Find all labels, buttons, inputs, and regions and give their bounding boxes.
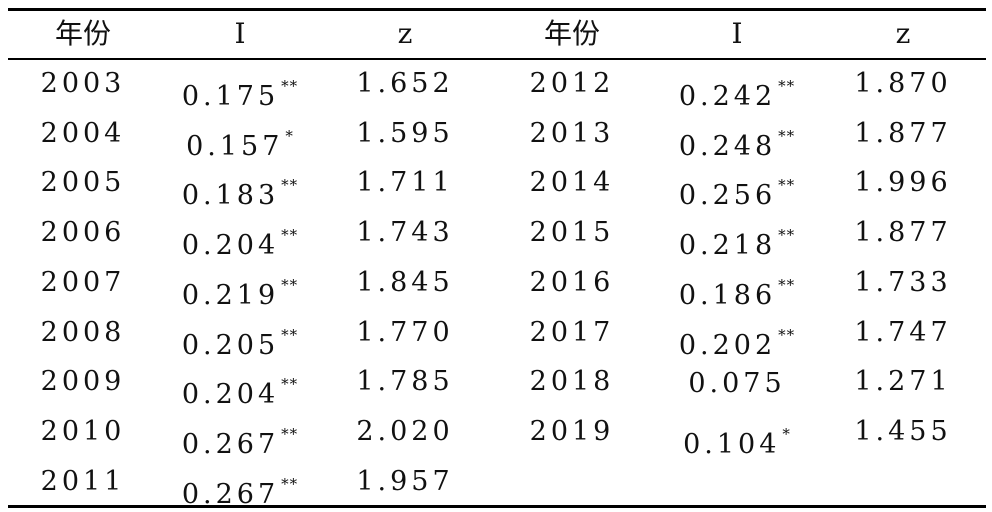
significance: **	[778, 325, 796, 344]
z-cell: 1.595	[356, 117, 454, 149]
year-cell: 2005	[40, 167, 126, 199]
i-value: 0.175	[181, 81, 280, 112]
significance: **	[281, 275, 299, 294]
z-cell: 1.877	[854, 117, 952, 149]
year-cell: 2008	[40, 316, 126, 348]
z-cell: 1.455	[854, 415, 952, 447]
z-cell: 1.845	[356, 266, 454, 298]
significance: **	[281, 474, 299, 493]
significance: **	[778, 275, 796, 294]
year-cell: 2017	[529, 316, 615, 348]
year-cell: 2009	[40, 366, 126, 398]
z-cell: 1.996	[854, 167, 952, 199]
i-value: 0.248	[678, 130, 777, 162]
year-cell: 2007	[40, 266, 126, 298]
i-value: 0.202	[678, 329, 777, 361]
significance: **	[281, 77, 299, 95]
year-cell: 2013	[529, 117, 615, 149]
i-cell: 0.175 **	[160, 66, 320, 117]
i-value: 0.183	[181, 180, 280, 212]
significance: **	[281, 176, 299, 195]
i-cell: 0.248 **	[657, 116, 817, 167]
significance: **	[778, 126, 796, 145]
z-cell: 1.770	[356, 316, 454, 348]
i-value: 0.242	[678, 81, 777, 112]
i-cell: 0.267 **	[160, 414, 320, 465]
header-cell: z	[895, 17, 911, 50]
i-cell: 0.104 *	[657, 414, 817, 465]
i-value: 0.075	[688, 368, 786, 400]
bottom-rule	[8, 505, 986, 508]
z-cell: 1.711	[356, 167, 454, 199]
z-cell: 1.747	[854, 316, 952, 348]
z-cell: 1.877	[854, 217, 952, 249]
i-value: 0.204	[181, 379, 280, 411]
i-cell: 0.218 **	[657, 215, 817, 266]
significance: *	[285, 126, 294, 145]
significance: **	[281, 424, 299, 443]
i-cell: 0.202 **	[657, 315, 817, 366]
header-cell: 年份	[54, 17, 111, 50]
z-cell: 1.271	[854, 366, 952, 398]
i-cell: 0.075	[657, 364, 817, 404]
z-cell: 2.020	[356, 415, 454, 447]
top-rule	[8, 8, 986, 11]
i-cell: 0.205 **	[160, 315, 320, 366]
header-rule	[8, 58, 986, 60]
year-cell: 2018	[529, 366, 615, 398]
significance: *	[782, 424, 791, 443]
z-cell: 1.870	[854, 68, 952, 99]
i-value: 0.186	[678, 279, 777, 311]
year-cell: 2015	[529, 217, 615, 249]
year-cell: 2014	[529, 167, 615, 199]
year-cell: 2006	[40, 217, 126, 249]
header-cell: I	[731, 17, 743, 50]
i-value: 0.205	[181, 329, 280, 361]
significance: **	[281, 375, 299, 394]
i-value: 0.267	[181, 428, 280, 460]
i-cell: 0.186 **	[657, 265, 817, 316]
z-cell: 1.733	[854, 266, 952, 298]
i-cell: 0.267 **	[160, 464, 320, 512]
significance: **	[778, 176, 796, 195]
year-cell: 2011	[40, 465, 126, 497]
year-cell: 2012	[529, 68, 615, 99]
i-value: 0.104	[683, 428, 781, 460]
i-value: 0.219	[181, 279, 280, 311]
year-cell: 2010	[40, 415, 126, 447]
year-cell: 2004	[40, 117, 126, 149]
i-cell: 0.242 **	[657, 66, 817, 117]
z-cell: 1.743	[356, 217, 454, 249]
significance: **	[281, 325, 299, 344]
i-value: 0.218	[678, 230, 777, 262]
i-cell: 0.219 **	[160, 265, 320, 316]
header-cell: 年份	[543, 17, 600, 50]
year-cell: 2019	[529, 415, 615, 447]
z-cell: 1.652	[356, 68, 454, 99]
i-value: 0.267	[181, 478, 280, 510]
i-cell: 0.157 *	[160, 116, 320, 167]
i-cell: 0.204 **	[160, 364, 320, 415]
i-value: 0.157	[186, 130, 284, 162]
year-cell: 2016	[529, 266, 615, 298]
z-cell: 1.957	[356, 465, 454, 497]
i-cell: 0.204 **	[160, 215, 320, 266]
i-cell: 0.183 **	[160, 165, 320, 216]
year-cell: 2003	[40, 68, 126, 99]
z-cell: 1.785	[356, 366, 454, 398]
significance: **	[778, 77, 796, 95]
significance: **	[778, 226, 796, 245]
significance: **	[281, 226, 299, 245]
i-value: 0.256	[678, 180, 777, 212]
header-cell: I	[234, 17, 246, 50]
i-cell: 0.256 **	[657, 165, 817, 216]
i-value: 0.204	[181, 230, 280, 262]
header-cell: z	[397, 17, 413, 50]
